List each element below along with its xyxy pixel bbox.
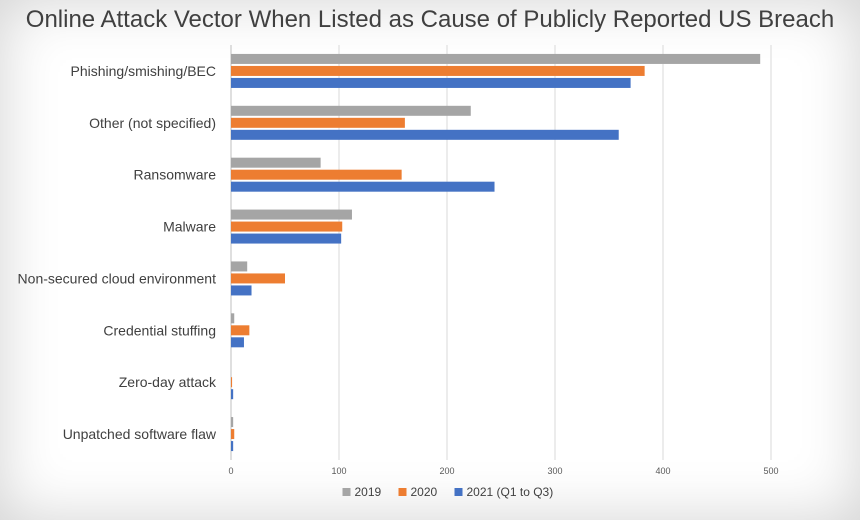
category-label: Ransomware — [134, 167, 217, 183]
legend-swatch — [342, 488, 351, 496]
category-label: Credential stuffing — [103, 322, 216, 338]
x-tick-label: 300 — [547, 466, 562, 476]
bar — [231, 337, 244, 348]
bar — [231, 65, 645, 76]
legend-swatch — [398, 488, 407, 496]
bar — [231, 261, 248, 272]
legend-label: 2021 (Q1 to Q3) — [467, 485, 554, 499]
bar — [231, 429, 235, 440]
bar — [231, 389, 234, 400]
bar — [231, 313, 235, 324]
bar — [231, 105, 471, 116]
bar — [231, 325, 250, 336]
category-label: Other (not specified) — [89, 115, 216, 131]
x-tick-label: 200 — [439, 466, 454, 476]
x-tick-label: 0 — [228, 466, 233, 476]
bar — [231, 181, 495, 192]
category-label: Unpatched software flaw — [63, 426, 217, 442]
x-tick-label: 500 — [763, 466, 778, 476]
x-tick-label: 100 — [331, 466, 346, 476]
bar — [231, 157, 321, 168]
legend-swatch — [454, 488, 463, 496]
bar — [231, 117, 405, 128]
category-label: Non-secured cloud environment — [18, 270, 217, 286]
category-label: Malware — [163, 219, 216, 235]
bar — [231, 441, 234, 452]
bar — [231, 129, 619, 140]
bar — [231, 417, 234, 428]
category-label: Zero-day attack — [119, 374, 217, 390]
bar — [231, 169, 402, 180]
bar — [231, 221, 343, 232]
bar — [231, 209, 352, 220]
x-tick-label: 400 — [655, 466, 670, 476]
bar — [231, 273, 285, 284]
category-label: Phishing/smishing/BEC — [70, 63, 216, 79]
bar — [231, 53, 761, 64]
chart-title: Online Attack Vector When Listed as Caus… — [25, 6, 835, 33]
bar — [231, 233, 342, 244]
bar — [231, 377, 233, 388]
legend-label: 2020 — [411, 485, 438, 499]
legend-label: 2019 — [355, 485, 382, 499]
bar — [231, 285, 252, 296]
bar — [231, 77, 631, 88]
